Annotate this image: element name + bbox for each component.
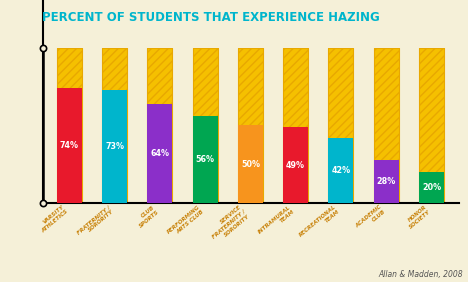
Bar <box>57 48 82 203</box>
Bar <box>419 48 444 203</box>
Bar <box>147 48 172 203</box>
Bar <box>283 48 308 203</box>
Bar <box>193 48 218 203</box>
Bar <box>329 138 353 203</box>
Bar <box>283 127 308 203</box>
Text: 74%: 74% <box>60 141 79 150</box>
Bar <box>147 48 172 203</box>
Bar <box>193 116 218 203</box>
Bar <box>102 48 127 203</box>
Bar <box>238 48 263 203</box>
Text: 73%: 73% <box>105 142 124 151</box>
Text: PERCENT OF STUDENTS THAT EXPERIENCE HAZING: PERCENT OF STUDENTS THAT EXPERIENCE HAZI… <box>42 11 380 24</box>
Text: 64%: 64% <box>150 149 169 158</box>
Bar <box>329 48 353 203</box>
Bar <box>147 104 172 203</box>
Bar <box>374 48 399 203</box>
Text: 28%: 28% <box>377 177 396 186</box>
Bar <box>238 125 263 203</box>
Text: 50%: 50% <box>241 160 260 169</box>
Text: 20%: 20% <box>422 183 441 192</box>
Bar <box>329 48 353 203</box>
Bar <box>374 48 399 203</box>
Bar <box>193 48 218 203</box>
Text: 49%: 49% <box>286 160 305 169</box>
Bar <box>283 48 308 203</box>
Bar <box>102 90 127 203</box>
Bar <box>57 88 82 203</box>
Bar <box>238 48 263 203</box>
Bar <box>102 48 127 203</box>
Bar <box>419 48 444 203</box>
Bar <box>419 172 444 203</box>
Text: 56%: 56% <box>196 155 215 164</box>
Bar <box>57 48 82 203</box>
Text: Allan & Madden, 2008: Allan & Madden, 2008 <box>379 270 463 279</box>
Text: 42%: 42% <box>331 166 351 175</box>
Bar <box>374 160 399 203</box>
